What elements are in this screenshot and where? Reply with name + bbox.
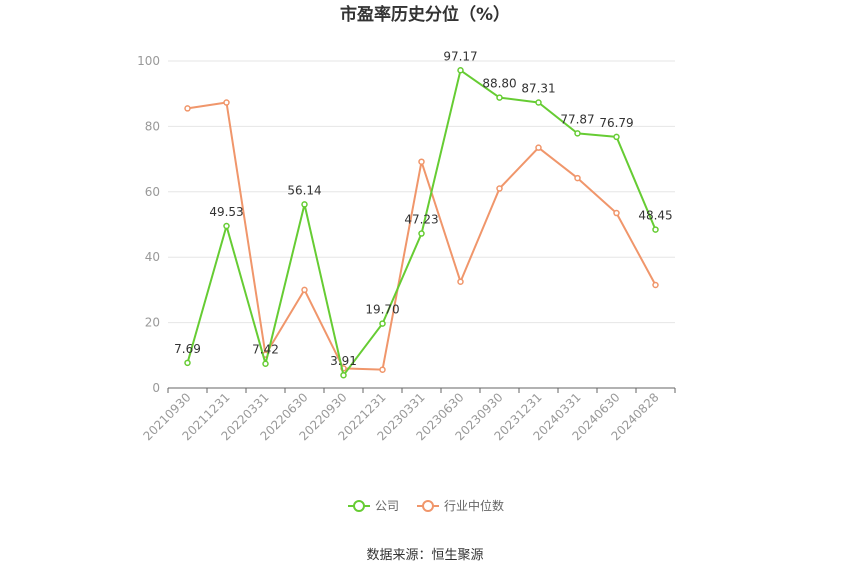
y-tick-label: 80 (145, 119, 160, 133)
y-axis: 0 20 40 60 80 100 (137, 54, 160, 395)
series-1-point (379, 366, 386, 373)
series-1-point (535, 144, 542, 151)
source-note: 数据来源：恒生聚源 (366, 548, 483, 563)
series-1-point (418, 158, 425, 165)
series-0-point (496, 94, 503, 101)
y-tick-label: 20 (145, 316, 160, 330)
legend-marker-1 (422, 500, 434, 512)
series-0-point (262, 360, 269, 367)
series-0-point (340, 371, 347, 379)
series-1-point (457, 278, 464, 285)
data-label: 49.53 (209, 205, 243, 219)
series-1-point (184, 105, 191, 112)
y-tick-label: 40 (145, 250, 160, 264)
data-label: 87.31 (521, 81, 555, 95)
legend: 公司 行业中位数 (348, 498, 504, 513)
series-0-point (613, 133, 620, 141)
data-label: 19.70 (365, 303, 399, 317)
x-axis: 2021093020211231202203312022063020220930… (141, 387, 676, 443)
series-group (184, 67, 659, 379)
data-label: 97.17 (443, 49, 477, 63)
data-label: 47.23 (404, 213, 438, 227)
data-label: 88.80 (482, 77, 516, 91)
data-label: 77.87 (560, 112, 594, 126)
series-0-point (379, 320, 386, 327)
legend-label-0: 公司 (375, 499, 399, 513)
series-0-point (574, 130, 581, 137)
series-1-point (223, 99, 230, 106)
series-0-point (535, 99, 542, 106)
series-0-point (184, 359, 191, 367)
series-0-point (418, 230, 425, 237)
series-0-point (301, 201, 308, 208)
series-1-point (574, 174, 581, 182)
y-tick-label: 100 (137, 54, 160, 68)
series-1-point (496, 185, 503, 192)
y-tick-label: 60 (145, 185, 160, 199)
series-1-point (613, 209, 620, 217)
data-label: 56.14 (287, 183, 321, 197)
legend-marker-0 (353, 500, 365, 512)
series-1-point (301, 286, 308, 294)
data-label: 7.42 (252, 343, 279, 357)
data-label: 7.69 (174, 342, 201, 356)
data-labels: 7.69 49.53 7.42 56.14 3.91 19.70 47.23 97.17 88.… (174, 49, 673, 368)
grid-lines (168, 60, 675, 324)
series-0-point (223, 222, 230, 230)
chart-title: 市盈率历史分位（%） (340, 4, 510, 25)
legend-label-1: 行业中位数 (444, 498, 504, 513)
series-0-point (652, 226, 659, 233)
data-label: 48.45 (638, 209, 672, 223)
series-0-point (457, 67, 464, 74)
data-label: 76.79 (599, 116, 633, 130)
data-label: 3.91 (330, 354, 357, 368)
y-tick-label: 0 (152, 381, 160, 395)
series-1-point (652, 281, 659, 289)
